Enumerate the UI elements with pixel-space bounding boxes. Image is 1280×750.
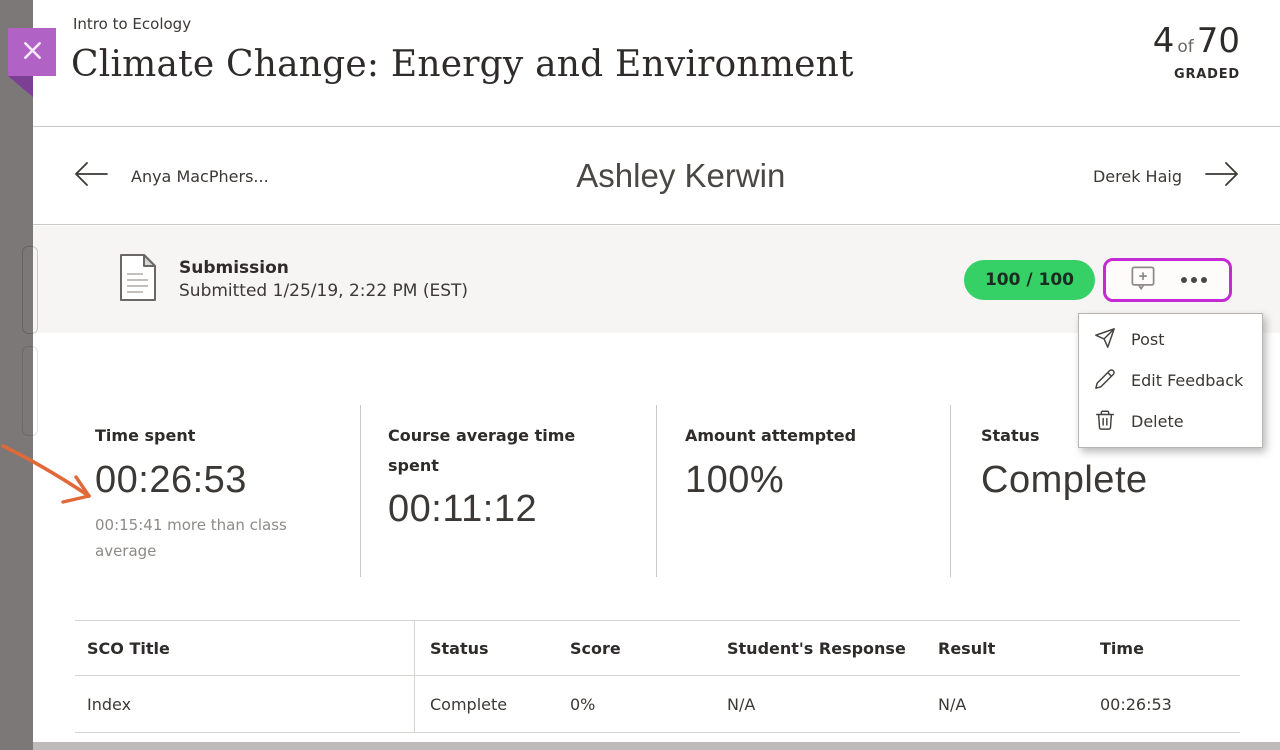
bottom-edge-strip — [33, 742, 1280, 750]
stat-value: Complete — [981, 458, 1148, 501]
table-header-row: SCO Title Status Score Student's Respons… — [75, 620, 1240, 676]
submission-title: Submission — [179, 258, 289, 278]
send-icon — [1094, 327, 1116, 353]
close-button[interactable] — [8, 28, 56, 76]
pencil-icon — [1094, 368, 1116, 394]
graded-label: GRADED — [1173, 67, 1240, 82]
stat-label: Status — [981, 426, 1040, 445]
stat-label: Time spent — [95, 426, 196, 445]
ellipsis-icon — [1180, 276, 1207, 283]
column-header: Student's Response — [727, 638, 906, 658]
stat-time-spent: Time spent 00:26:53 00:15:41 more than c… — [95, 421, 295, 564]
stat-status: Status Complete — [981, 421, 1148, 502]
menu-item-edit-feedback[interactable]: Edit Feedback — [1079, 360, 1262, 401]
sco-table: SCO Title Status Score Student's Respons… — [75, 620, 1240, 733]
arrow-right-icon — [1204, 160, 1240, 192]
result-cell: N/A — [938, 694, 967, 714]
collapsed-panel-edge — [22, 346, 38, 436]
status-cell: Complete — [430, 694, 508, 714]
menu-item-label: Post — [1131, 330, 1165, 349]
score-cell: 0% — [570, 694, 596, 714]
stat-value: 100% — [685, 458, 785, 501]
stat-label: Amount attempted — [685, 426, 857, 445]
document-icon — [118, 253, 158, 306]
menu-item-label: Delete — [1131, 412, 1184, 431]
column-header: SCO Title — [75, 621, 415, 675]
graded-count: 4 — [1152, 21, 1175, 61]
table-row: Index Complete 0% N/A N/A 00:26:53 — [75, 676, 1240, 733]
stat-value: 00:26:53 — [95, 458, 247, 501]
prev-student-name: Anya MacPhers... — [131, 166, 269, 186]
trash-icon — [1094, 409, 1116, 435]
column-header: Score — [570, 638, 621, 658]
header: Intro to Ecology Climate Change: Energy … — [33, 0, 1280, 127]
menu-item-label: Edit Feedback — [1131, 371, 1244, 390]
student-navbar: Anya MacPhers... Ashley Kerwin Derek Hai… — [33, 128, 1280, 225]
graded-total: 70 — [1196, 21, 1240, 61]
submission-info: Submission Submitted 1/25/19, 2:22 PM (E… — [179, 258, 468, 301]
graded-counter: 4 of70 GRADED — [1153, 24, 1240, 82]
menu-item-post[interactable]: Post — [1079, 319, 1262, 360]
menu-item-delete[interactable]: Delete — [1079, 401, 1262, 442]
time-cell: 00:26:53 — [1100, 694, 1172, 714]
stat-divider — [950, 405, 951, 577]
page-title: Climate Change: Energy and Environment — [71, 44, 854, 85]
course-name: Intro to Ecology — [73, 15, 192, 33]
feedback-dropdown-menu: Post Edit Feedback Delete — [1078, 313, 1263, 448]
graded-of: of — [1177, 37, 1194, 57]
stats-section: Time spent 00:26:53 00:15:41 more than c… — [33, 333, 1280, 578]
stat-caption: 00:15:41 more than class average — [95, 515, 287, 560]
column-header: Result — [938, 638, 996, 658]
submission-date: Submitted 1/25/19, 2:22 PM (EST) — [179, 281, 469, 301]
stat-value: 00:11:12 — [388, 488, 538, 531]
graded-count-line: 4 of70 — [1153, 24, 1240, 64]
feedback-menu-button[interactable] — [1103, 257, 1232, 302]
stat-divider — [360, 405, 361, 577]
stat-amount-attempted: Amount attempted 100% — [685, 421, 856, 502]
close-icon — [21, 39, 44, 66]
next-student-name: Derek Haig — [1092, 166, 1182, 186]
score-pill[interactable]: 100 / 100 — [963, 259, 1095, 300]
stat-label: Course average time spent — [388, 426, 576, 475]
prev-student-button[interactable]: Anya MacPhers... — [73, 160, 269, 192]
left-rail — [0, 0, 38, 750]
student-response-cell: N/A — [727, 694, 756, 714]
submission-bar: Submission Submitted 1/25/19, 2:22 PM (E… — [33, 226, 1280, 333]
next-student-button[interactable]: Derek Haig — [1093, 160, 1240, 192]
collapsed-panel-edge — [22, 246, 38, 334]
add-feedback-icon — [1128, 263, 1158, 297]
sco-title-cell: Index — [75, 676, 415, 732]
stat-divider — [656, 405, 657, 577]
stat-course-average-time: Course average time spent 00:11:12 — [388, 421, 593, 531]
arrow-left-icon — [73, 160, 109, 192]
current-student-name: Ashley Kerwin — [576, 157, 786, 194]
column-header: Time — [1100, 638, 1144, 658]
column-header: Status — [430, 638, 489, 658]
